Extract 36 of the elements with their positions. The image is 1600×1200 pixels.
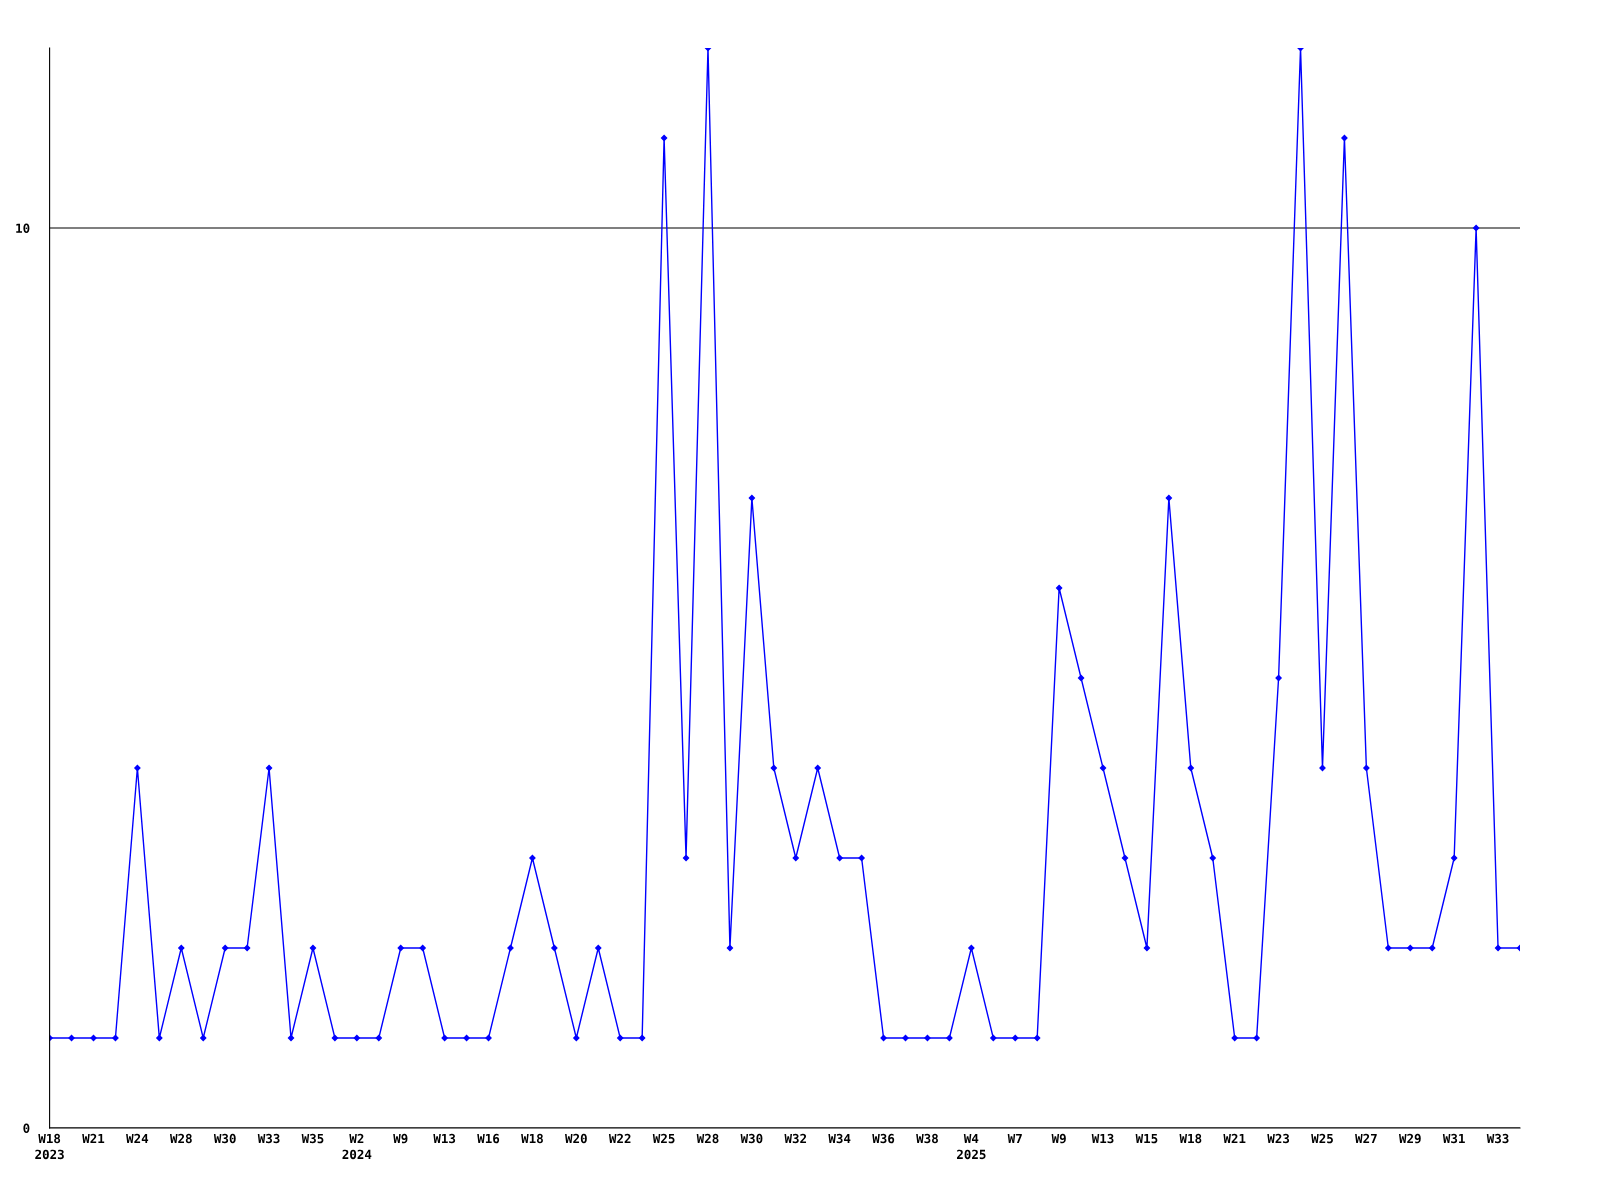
y-tick-label: 10: [16, 223, 30, 233]
x-tick-label: W36: [872, 1133, 895, 1144]
x-tick-label: W13: [433, 1133, 456, 1144]
x-tick-label: W18: [521, 1133, 543, 1144]
x-tick-label: W34: [828, 1133, 851, 1144]
x-tick-label: W23: [1267, 1133, 1290, 1144]
x-tick-label: W33: [257, 1133, 280, 1144]
x-tick-label: W7: [1007, 1133, 1022, 1144]
x-tick-label: W32: [784, 1133, 807, 1144]
x-tick-label: W16: [477, 1133, 500, 1144]
x-tick-label: W21: [1223, 1133, 1246, 1144]
x-tick-label: W25: [652, 1133, 675, 1144]
x-tick-label: W33: [1486, 1133, 1509, 1144]
x-tick-label: W30: [740, 1133, 763, 1144]
x-tick-label: W4 2025: [956, 1133, 986, 1160]
x-tick-label: W18: [1179, 1133, 1202, 1144]
x-tick-label: W38: [916, 1133, 938, 1144]
x-tick-label: W9: [393, 1133, 408, 1144]
x-tick-label: W25: [1311, 1133, 1333, 1144]
x-tick-label: W35: [301, 1133, 324, 1144]
x-tick-label: W24: [126, 1133, 149, 1144]
x-tick-label: W2 2024: [342, 1133, 372, 1160]
x-tick-label: W20: [565, 1133, 587, 1144]
y-tick-label: 0: [23, 1123, 30, 1133]
x-tick-label: W13: [1091, 1133, 1114, 1144]
x-tick-label: W27: [1355, 1133, 1377, 1144]
x-tick-label: W28: [169, 1133, 192, 1144]
x-tick-label: W30: [213, 1133, 236, 1144]
x-tick-label: W28: [696, 1133, 719, 1144]
x-tick-label: W31: [1442, 1133, 1465, 1144]
x-tick-label: W15: [1135, 1133, 1158, 1144]
x-tick-label: W21: [82, 1133, 105, 1144]
x-tick-label: W22: [608, 1133, 631, 1144]
x-tick-label: W18 2023: [35, 1133, 64, 1160]
x-tick-label: W29: [1398, 1133, 1421, 1144]
x-tick-label: W9: [1051, 1133, 1066, 1144]
